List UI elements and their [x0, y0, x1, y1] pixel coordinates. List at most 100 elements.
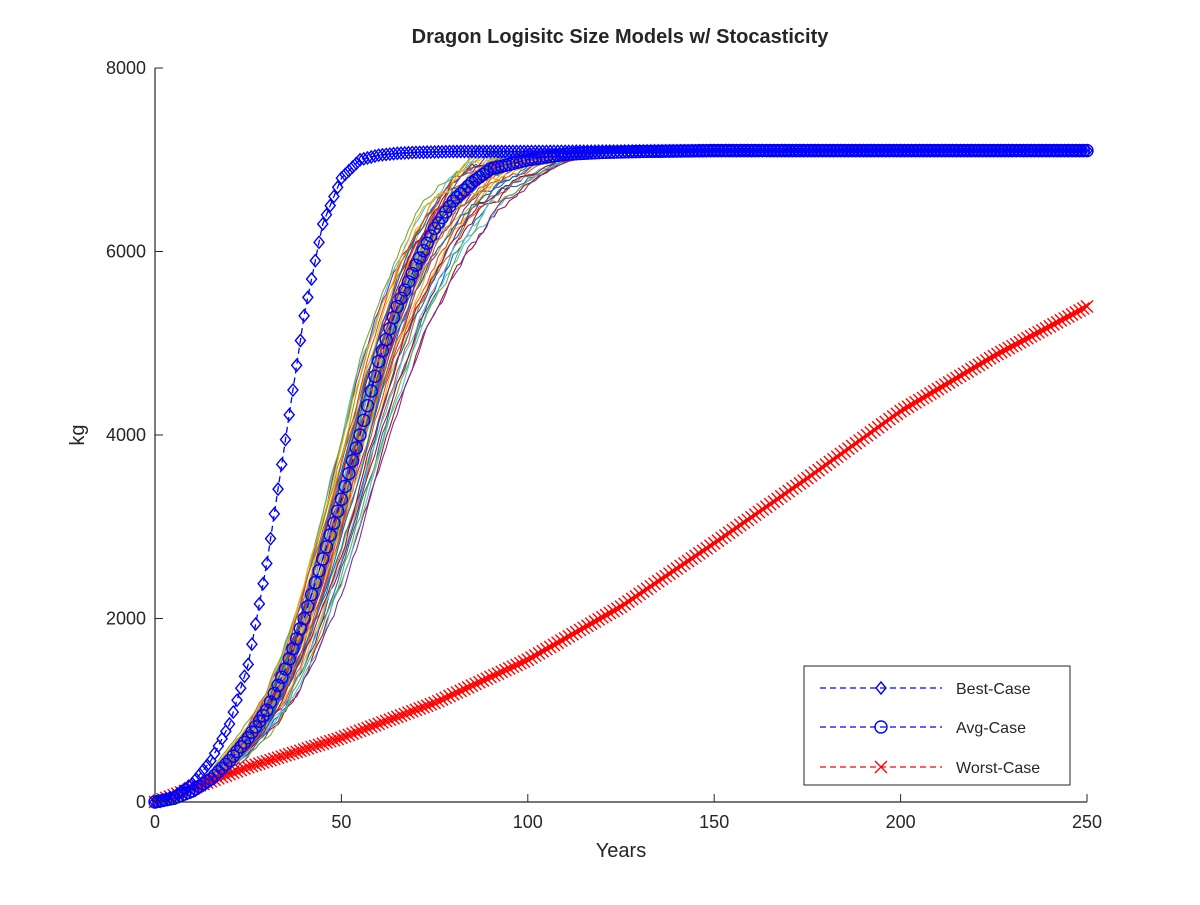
data-point-circle — [316, 552, 330, 566]
data-point-circle — [215, 761, 229, 775]
data-point-circle — [405, 266, 419, 281]
data-point-circle — [330, 504, 345, 518]
data-point-x — [383, 713, 397, 727]
data-point-x — [465, 679, 479, 693]
data-point-x — [245, 759, 259, 773]
data-point-circle — [211, 765, 226, 779]
data-point-diamond — [175, 784, 188, 799]
data-point-circle — [338, 479, 352, 494]
data-point-circle — [267, 687, 281, 701]
data-point-circle — [222, 754, 237, 768]
data-point-x — [375, 715, 389, 729]
data-point-x — [532, 646, 546, 660]
data-point-x — [961, 365, 975, 379]
data-point-x — [241, 760, 255, 774]
data-point-circle — [591, 145, 606, 160]
data-point-x — [614, 600, 628, 614]
data-point-x — [323, 734, 337, 748]
data-point-x — [580, 619, 594, 633]
data-point-x — [521, 653, 535, 667]
data-point-x — [264, 753, 278, 767]
data-point-circle — [390, 299, 405, 314]
data-point-x — [439, 691, 453, 705]
data-point-x — [271, 751, 285, 765]
data-point-x — [987, 349, 1001, 363]
data-point-diamond — [182, 779, 195, 794]
data-point-x — [416, 700, 430, 714]
data-point-diamond — [178, 781, 191, 796]
data-point-x — [782, 484, 796, 498]
x-ticks: 0 50 100 150 200 250 — [150, 794, 1102, 832]
data-point-x — [517, 655, 531, 669]
y-ticks: 0 2000 4000 6000 8000 — [106, 58, 163, 812]
data-point-x — [901, 400, 915, 414]
data-point-x — [897, 402, 911, 416]
data-point-diamond — [298, 308, 311, 323]
data-point-circle — [353, 428, 367, 442]
data-point-x — [1050, 315, 1064, 329]
series-best-case — [149, 143, 1093, 810]
data-point-x — [424, 697, 438, 711]
data-point-circle — [603, 145, 617, 159]
data-point-x — [275, 750, 289, 764]
data-point-x — [856, 431, 870, 445]
legend-label: Best-Case — [956, 681, 1031, 698]
y-tick-label: 4000 — [106, 425, 146, 445]
data-point-x — [703, 539, 717, 553]
data-point-circle — [412, 251, 427, 265]
data-point-x — [752, 505, 766, 519]
data-point-x — [733, 518, 747, 532]
data-point-x — [573, 623, 587, 637]
data-point-x — [562, 629, 576, 643]
data-point-circle — [599, 145, 613, 160]
data-point-x — [286, 746, 300, 760]
data-point-x — [435, 692, 449, 706]
data-point-x — [778, 487, 792, 501]
data-point-x — [659, 569, 673, 583]
data-point-x — [827, 452, 840, 466]
data-point-x — [457, 682, 471, 696]
data-point-circle — [312, 564, 326, 578]
data-point-x — [1002, 341, 1016, 355]
data-point-x — [450, 686, 464, 700]
data-point-circle — [424, 229, 438, 243]
data-point-x — [741, 513, 755, 527]
data-point-x — [621, 595, 635, 609]
data-point-circle — [342, 466, 356, 481]
data-point-diamond — [242, 657, 255, 672]
data-point-x — [648, 577, 662, 591]
data-point-diamond — [339, 167, 352, 182]
data-point-diamond — [283, 407, 296, 422]
data-point-x — [398, 707, 412, 721]
data-point-diamond — [272, 482, 284, 497]
data-point-x — [1020, 331, 1034, 345]
data-point-circle — [297, 611, 311, 626]
data-point-x — [260, 754, 274, 768]
data-point-diamond — [350, 156, 363, 171]
data-point-x — [1039, 321, 1053, 335]
data-point-circle — [577, 146, 591, 161]
data-point-x — [361, 721, 374, 735]
data-point-circle — [450, 190, 464, 205]
legend-entry: Avg-Case — [820, 720, 1026, 737]
data-point-x — [290, 745, 304, 759]
data-point-circle — [360, 398, 375, 413]
data-point-x — [610, 602, 624, 616]
data-point-x — [551, 636, 565, 650]
data-point-x — [823, 455, 837, 469]
data-point-circle — [349, 441, 364, 455]
data-point-x — [845, 439, 859, 453]
data-point-x — [677, 557, 691, 571]
data-point-x — [349, 725, 363, 739]
data-point-x — [953, 369, 967, 383]
data-point-x — [1028, 327, 1042, 341]
legend-entries: Best-Case Avg-Case Worst-Case — [820, 680, 1040, 777]
data-point-diamond — [275, 457, 288, 472]
data-point-circle — [219, 757, 233, 772]
data-point-x — [789, 479, 803, 493]
data-point-x — [923, 387, 937, 401]
data-point-x — [495, 665, 509, 679]
data-point-x — [372, 717, 386, 731]
data-point-x — [916, 391, 930, 405]
data-point-circle — [308, 576, 323, 590]
